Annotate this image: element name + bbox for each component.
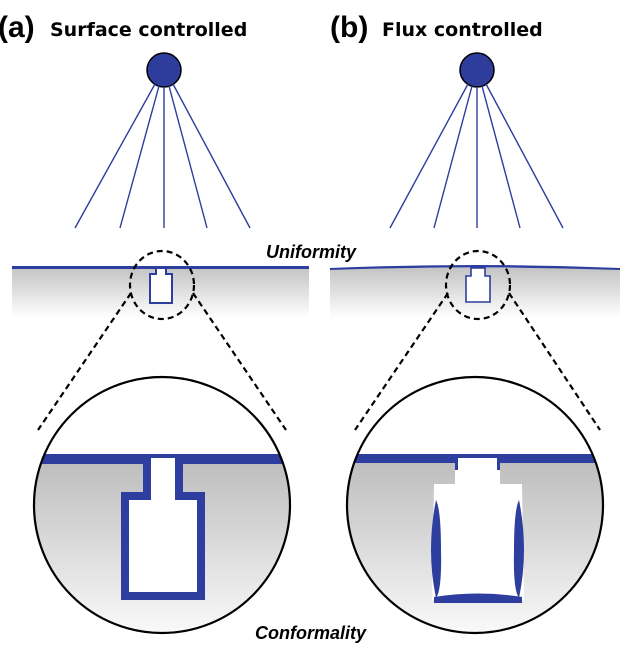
panel-b-source [459, 52, 495, 88]
panel-b-substrate [330, 265, 620, 318]
panel-a-zoom-marker [128, 249, 196, 321]
panel-b-title: Flux controlled [382, 19, 543, 41]
conformality-label: Conformality [255, 623, 367, 643]
panel-b-tag: (b) [330, 11, 368, 44]
panel-a-source [146, 52, 182, 88]
panel-a-substrate [12, 266, 309, 318]
panel-b-flux-rays [389, 83, 564, 229]
panel-b-zoom-view [345, 375, 605, 635]
panel-b: (b) Flux controlled [330, 11, 620, 635]
panel-a-title: Surface controlled [50, 19, 247, 41]
uniformity-label: Uniformity [266, 242, 357, 262]
panel-a-tag: (a) [0, 11, 35, 44]
panel-a-zoom-view [32, 375, 292, 635]
panel-a: (a) Surface controlled [0, 11, 309, 635]
panel-b-zoom-marker [444, 249, 512, 321]
panel-a-flux-rays [74, 83, 251, 229]
